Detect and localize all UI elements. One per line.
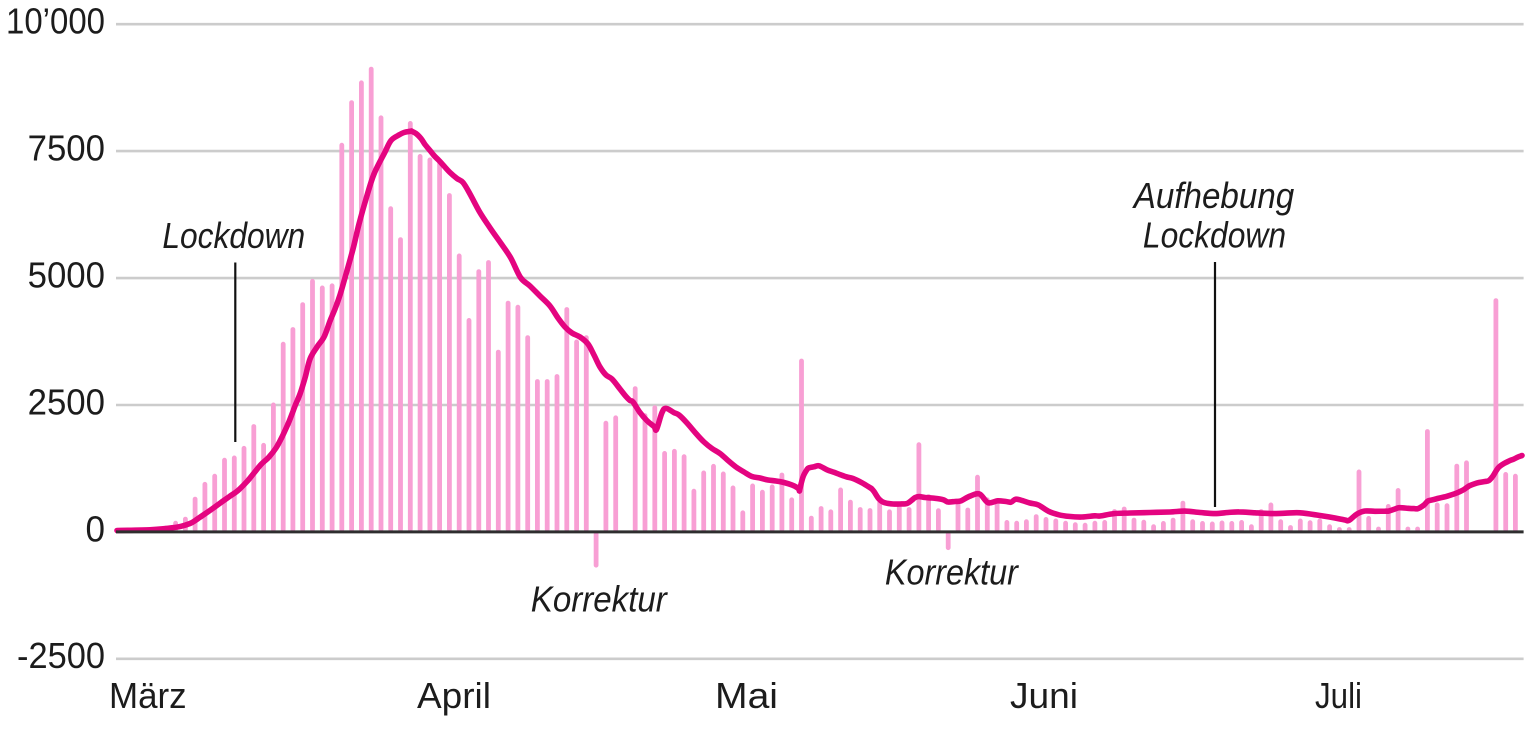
svg-text:2500: 2500 [28, 381, 105, 422]
svg-text:Korrektur: Korrektur [531, 579, 669, 620]
svg-text:Juni: Juni [1010, 675, 1078, 716]
svg-text:Mai: Mai [715, 675, 778, 716]
svg-text:-2500: -2500 [17, 635, 105, 676]
svg-text:Lockdown: Lockdown [162, 215, 305, 256]
svg-text:5000: 5000 [28, 255, 105, 296]
svg-text:7500: 7500 [28, 128, 105, 169]
svg-text:Lockdown: Lockdown [1143, 215, 1286, 256]
svg-text:10’000: 10’000 [6, 1, 105, 42]
svg-text:Juli: Juli [1315, 675, 1362, 716]
svg-text:März: März [109, 675, 187, 716]
svg-text:Korrektur: Korrektur [885, 552, 1020, 593]
svg-text:0: 0 [86, 508, 106, 549]
svg-text:April: April [417, 675, 491, 716]
svg-text:Aufhebung: Aufhebung [1132, 175, 1294, 216]
